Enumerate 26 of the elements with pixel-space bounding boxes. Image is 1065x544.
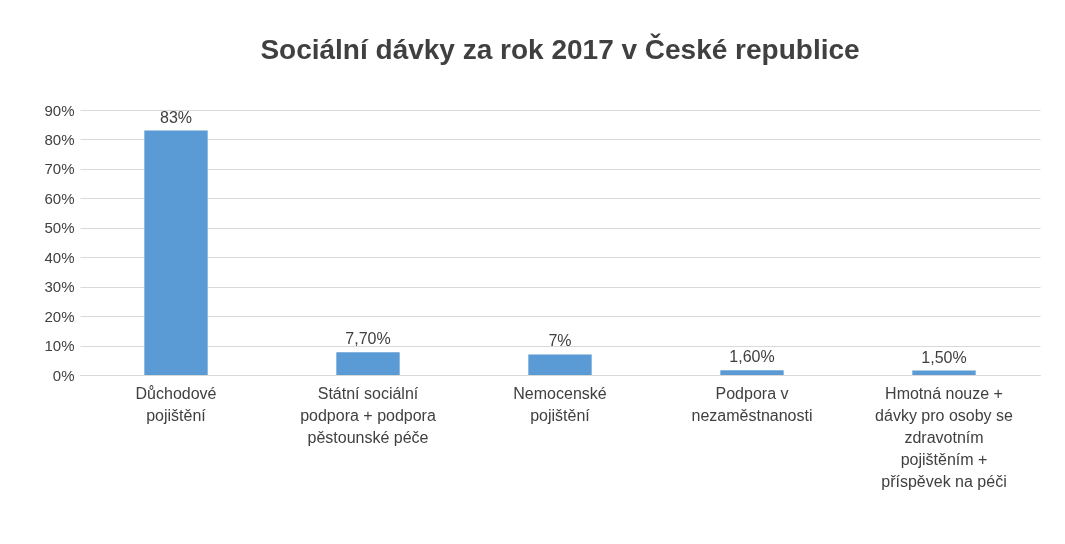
y-tick-label: 0% <box>52 366 75 384</box>
data-label: 83% <box>159 108 193 126</box>
y-tick-label: 40% <box>44 248 75 266</box>
chart-title: Sociální dávky za rok 2017 v České republice <box>260 33 860 65</box>
bar <box>912 370 976 375</box>
bar <box>336 352 400 375</box>
bar <box>144 130 208 375</box>
y-tick-label: 30% <box>44 278 75 296</box>
data-label: 1,60% <box>729 348 775 366</box>
data-label: 1,50% <box>921 348 967 366</box>
y-tick-label: 90% <box>44 101 75 119</box>
bar <box>528 354 592 375</box>
x-tick-label: Hmotná nouze + dávky pro osoby se zdravotním pojištěním + příspěvek na péči <box>875 384 1014 490</box>
x-tick-label: Nemocenské pojištění <box>513 384 607 424</box>
y-tick-label: 60% <box>44 189 75 207</box>
x-tick-label: Důchodové pojištění <box>135 384 217 424</box>
bar <box>720 370 784 375</box>
y-tick-label: 20% <box>44 307 75 325</box>
data-label: 7% <box>548 332 572 350</box>
y-tick-label: 80% <box>44 130 75 148</box>
y-tick-label: 50% <box>44 219 75 237</box>
y-tick-label: 10% <box>44 337 75 355</box>
y-tick-label: 70% <box>44 160 75 178</box>
x-tick-label: Podpora v nezaměstnanosti <box>691 384 813 424</box>
data-label: 7,70% <box>345 330 391 348</box>
x-tick-label: Státní sociální podpora + podpora pěstounské péče <box>300 384 436 446</box>
